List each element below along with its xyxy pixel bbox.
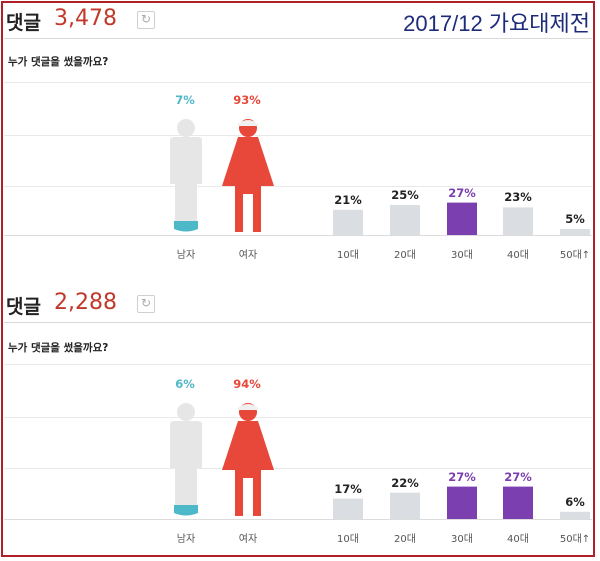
comment-count: 3,478 — [54, 6, 117, 31]
baseline — [4, 235, 592, 236]
refresh-icon: ↻ — [141, 296, 152, 310]
age-category-label: 40대 — [507, 250, 529, 261]
gridline — [4, 82, 592, 83]
age-bar-label: 27% — [448, 469, 476, 484]
age-bar — [390, 205, 420, 235]
gridline — [4, 417, 592, 418]
age-category-label: 50대↑ — [559, 534, 591, 545]
male-figure-icon — [170, 119, 202, 232]
female-label: 여자 — [238, 250, 258, 261]
age-bar-label: 6% — [565, 494, 585, 509]
age-category-label: 10대 — [337, 534, 359, 545]
age-category-label: 40대 — [507, 534, 529, 545]
age-bar — [447, 486, 477, 519]
gridline — [4, 135, 592, 136]
question-text: 누가 댓글을 썼을까요? — [8, 56, 109, 68]
female-figure-icon — [222, 119, 274, 232]
male-percent: 7% — [175, 93, 195, 107]
gridline — [4, 468, 592, 469]
comment-count: 2,288 — [54, 290, 117, 315]
panel-chart-svg — [170, 403, 590, 519]
age-bar-label: 21% — [334, 192, 362, 207]
age-bar-label: 27% — [504, 469, 532, 484]
header-divider — [4, 322, 592, 323]
refresh-icon: ↻ — [141, 12, 152, 26]
refresh-button[interactable]: ↻ — [137, 11, 155, 29]
age-category-label: 10대 — [337, 250, 359, 261]
female-percent: 94% — [233, 377, 261, 391]
male-percent: 6% — [175, 377, 195, 391]
age-bar — [560, 229, 590, 235]
age-bar — [503, 486, 533, 519]
age-bar — [447, 202, 477, 235]
header-divider — [4, 38, 592, 39]
event-title: 2017/12 가요대제전 — [403, 11, 590, 36]
refresh-button[interactable]: ↻ — [137, 295, 155, 313]
age-bar — [390, 492, 420, 519]
age-bar-label: 22% — [391, 475, 419, 490]
female-label: 여자 — [238, 534, 258, 545]
age-bar-label: 5% — [565, 212, 585, 226]
age-bar — [333, 209, 363, 235]
gridline — [4, 364, 592, 365]
question-text: 누가 댓글을 썼을까요? — [8, 342, 109, 354]
age-bar — [560, 511, 590, 519]
comment-label: 댓글 — [6, 12, 41, 34]
age-bar — [503, 207, 533, 235]
baseline — [4, 519, 592, 520]
panel-chart-svg — [170, 119, 590, 235]
gridline — [4, 186, 592, 187]
age-bar — [333, 498, 363, 519]
female-figure-icon — [222, 403, 274, 516]
age-category-label: 30대 — [451, 250, 473, 261]
male-label: 남자 — [176, 250, 196, 261]
age-bar-label: 27% — [448, 185, 476, 200]
male-label: 남자 — [176, 534, 196, 545]
age-category-label: 50대↑ — [559, 250, 591, 261]
age-bar-label: 17% — [334, 481, 362, 496]
age-category-label: 20대 — [394, 250, 416, 261]
age-bar-label: 23% — [504, 190, 532, 205]
female-percent: 93% — [233, 93, 261, 107]
age-category-label: 20대 — [394, 534, 416, 545]
comment-stats-panel: 댓글 2,288 ↻ 누가 댓글을 썼을까요? 6% 94% 남자 여자 17%… — [0, 284, 600, 556]
comment-stats-panel: 댓글 3,478 ↻ 누가 댓글을 썼을까요? 7% 93% 남자 여자 21%… — [0, 0, 600, 272]
age-bar-label: 25% — [391, 188, 419, 202]
comment-label: 댓글 — [6, 296, 41, 318]
male-figure-icon — [170, 403, 202, 516]
age-category-label: 30대 — [451, 534, 473, 545]
